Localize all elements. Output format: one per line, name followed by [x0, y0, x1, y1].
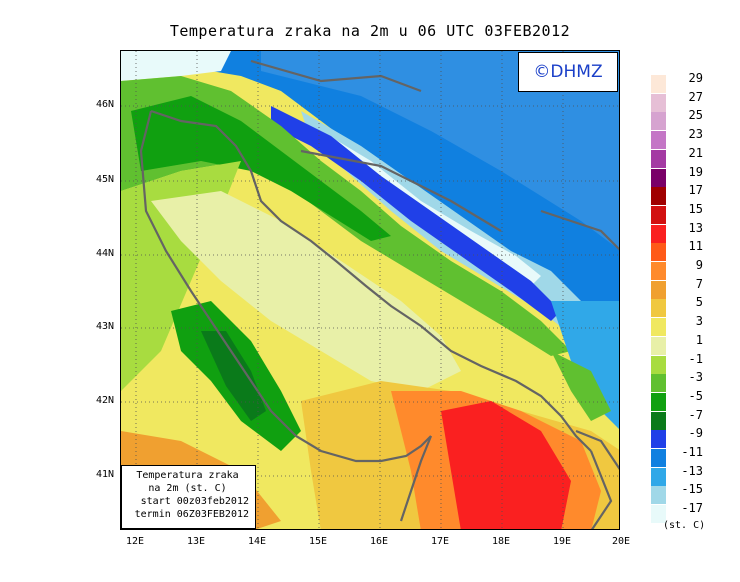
- legend-label: 3: [695, 314, 703, 329]
- legend-label: -17: [681, 501, 703, 516]
- legend-label: -5: [688, 388, 703, 403]
- lon-tick: 19E: [552, 536, 572, 547]
- legend-label: 1: [695, 332, 703, 347]
- legend-swatch: [651, 299, 666, 318]
- info-line-3: start 00z03feb2012: [140, 496, 249, 507]
- lon-tick: 16E: [369, 536, 389, 547]
- legend-swatch: [651, 243, 666, 262]
- lon-tick: 14E: [247, 536, 267, 547]
- legend-swatch: [651, 262, 666, 280]
- legend-label: 15: [688, 201, 703, 216]
- legend-swatch: [651, 467, 666, 486]
- legend-swatch: [651, 392, 666, 411]
- lat-tick: 43N: [95, 321, 114, 332]
- lon-tick: 20E: [611, 536, 631, 547]
- legend-swatch: [651, 336, 666, 355]
- legend-swatch: [651, 149, 666, 168]
- lat-tick: 46N: [95, 99, 114, 110]
- field-blue-band: [261, 51, 619, 250]
- legend-label: -11: [681, 445, 703, 459]
- temperature-map: [121, 51, 619, 529]
- lon-tick: 17E: [430, 536, 450, 547]
- legend-label: -3: [688, 370, 703, 385]
- legend-swatch: [651, 374, 666, 393]
- legend-label: 11: [688, 239, 703, 254]
- lat-tick: 41N: [95, 469, 114, 480]
- field-alps: [121, 51, 231, 81]
- field-dark-green-coast: [131, 96, 391, 241]
- legend-label: -15: [681, 482, 703, 497]
- legend-swatch: [651, 224, 666, 243]
- lon-tick: 15E: [308, 536, 328, 547]
- watermark-logo: ©DHMZ: [518, 52, 618, 92]
- legend-label: -13: [681, 463, 703, 478]
- legend-label: 9: [695, 258, 703, 272]
- legend-label: 29: [688, 71, 703, 85]
- lon-tick: 13E: [186, 536, 206, 547]
- field-sea-adriatic: [151, 191, 461, 391]
- lat-tick: 42N: [95, 395, 114, 406]
- legend-swatch: [651, 355, 666, 374]
- legend-label: 23: [688, 127, 703, 142]
- legend-label: -1: [688, 351, 703, 366]
- legend-swatch: [651, 411, 666, 430]
- graticule: [121, 51, 619, 529]
- info-line-1: Temperatura zraka: [136, 470, 239, 481]
- legend-label: 5: [695, 295, 703, 310]
- info-box: Temperatura zraka na 2m (st. C) start 00…: [121, 465, 256, 529]
- legend-swatch: [651, 112, 666, 131]
- lat-tick: 45N: [95, 174, 114, 185]
- legend-swatch: [651, 430, 666, 449]
- lon-tick: 18E: [491, 536, 511, 547]
- field-east-green: [551, 351, 611, 421]
- legend-swatch: [651, 168, 666, 187]
- legend-label: 19: [688, 164, 703, 179]
- legend-swatch: [651, 505, 666, 524]
- field-red-core: [441, 401, 571, 529]
- page-title: Temperatura zraka na 2m u 06 UTC 03FEB20…: [169, 22, 571, 40]
- legend-swatch: [651, 318, 666, 337]
- legend-label: 13: [688, 220, 703, 235]
- legend-label: 21: [688, 145, 703, 160]
- legend-label: -9: [688, 426, 703, 441]
- legend-swatch: [651, 187, 666, 206]
- legend-swatch: [651, 205, 666, 224]
- legend-label: 25: [688, 108, 703, 123]
- legend-swatch: [651, 449, 666, 467]
- legend-label: -7: [688, 407, 703, 422]
- legend-swatch: [651, 75, 666, 93]
- map-panel: [120, 50, 620, 530]
- lon-tick: 12E: [125, 536, 145, 547]
- legend-swatch: [651, 93, 666, 112]
- legend-swatch: [651, 486, 666, 505]
- coastlines: [139, 59, 619, 529]
- legend-label: 27: [688, 89, 703, 104]
- legend-unit: (st. C): [663, 520, 706, 531]
- legend-label: 17: [688, 183, 703, 198]
- info-line-4: termin 06Z03FEB2012: [134, 509, 249, 520]
- legend-swatch: [651, 131, 666, 150]
- field-apennines-core: [201, 331, 266, 421]
- field-white-ridge: [321, 131, 541, 286]
- legend-swatch: [651, 280, 666, 299]
- lat-tick: 44N: [95, 248, 114, 259]
- legend-label: 7: [695, 276, 703, 291]
- info-line-2: na 2m (st. C): [148, 483, 227, 494]
